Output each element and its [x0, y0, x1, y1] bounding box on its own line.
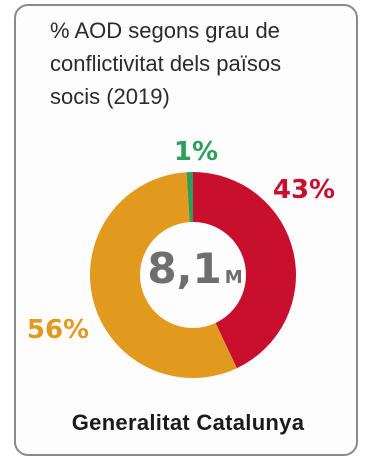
donut-slice-1 [193, 172, 297, 369]
slice-labels: 43% 56% 1% [27, 137, 335, 345]
center-total-label: 8,1 M [147, 244, 242, 293]
chart-title-line-1: % AOD segons grau de [50, 18, 280, 43]
slice-label-2: 56% [27, 315, 89, 345]
chart-card [14, 4, 358, 456]
slice-label-3: 1% [174, 137, 218, 167]
slice-label-1: 43% [273, 175, 335, 205]
donut-slice-2 [90, 172, 237, 378]
chart-title-line-2: conflictivitat dels països [50, 51, 282, 76]
donut-slice-3 [186, 172, 193, 223]
center-total-value: 8,1 [147, 244, 221, 293]
chart-title: % AOD segons grau de conflictivitat dels… [50, 14, 350, 113]
chart-title-line-3: socis (2019) [50, 84, 170, 109]
footer-source: Generalitat Catalunya [71, 410, 305, 435]
donut-slices [90, 172, 297, 378]
center-total-unit: M [225, 267, 243, 288]
